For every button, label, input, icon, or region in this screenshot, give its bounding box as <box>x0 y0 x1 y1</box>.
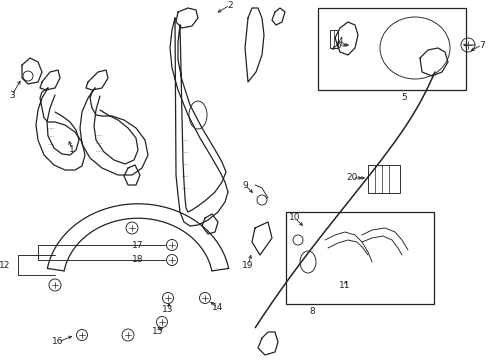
Text: 19: 19 <box>242 261 254 270</box>
Bar <box>318 8 466 90</box>
Text: 6: 6 <box>335 40 341 49</box>
Text: 4: 4 <box>337 37 343 46</box>
Text: 9: 9 <box>242 180 248 189</box>
Text: 7: 7 <box>479 40 485 49</box>
Text: 8: 8 <box>309 307 315 316</box>
Text: 17: 17 <box>132 240 144 249</box>
Text: 16: 16 <box>52 338 64 346</box>
Text: 11: 11 <box>339 280 351 289</box>
Text: 3: 3 <box>9 90 15 99</box>
Text: 20: 20 <box>346 174 358 183</box>
Bar <box>330 30 338 48</box>
Text: 18: 18 <box>132 256 144 265</box>
Text: 2: 2 <box>227 0 233 9</box>
Text: 15: 15 <box>152 328 164 337</box>
Bar <box>368 165 400 193</box>
Text: 14: 14 <box>212 303 224 312</box>
Text: 1: 1 <box>69 145 75 154</box>
Text: 12: 12 <box>0 261 11 270</box>
Bar <box>286 212 434 304</box>
Text: 5: 5 <box>401 94 407 103</box>
Text: 13: 13 <box>162 306 174 315</box>
Text: 10: 10 <box>289 213 301 222</box>
